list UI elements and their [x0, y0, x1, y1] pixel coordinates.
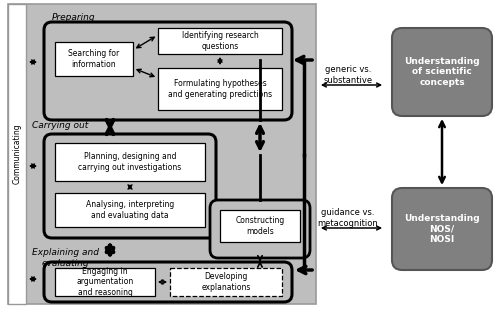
Text: Analysing, interpreting
and evaluating data: Analysing, interpreting and evaluating d…: [86, 200, 174, 220]
Bar: [55, 193, 205, 227]
Bar: [158, 68, 282, 110]
Text: Communicating: Communicating: [12, 124, 22, 184]
Bar: [8, 4, 26, 304]
FancyBboxPatch shape: [392, 28, 492, 116]
FancyBboxPatch shape: [44, 262, 292, 302]
Bar: [8, 4, 316, 304]
Bar: [55, 268, 155, 296]
Bar: [158, 28, 282, 54]
Text: Planning, designing and
carrying out investigations: Planning, designing and carrying out inv…: [78, 152, 182, 172]
Text: Preparing: Preparing: [52, 12, 96, 22]
FancyBboxPatch shape: [210, 200, 310, 258]
Text: Explaining and
evaluating: Explaining and evaluating: [32, 248, 99, 268]
Bar: [220, 210, 300, 242]
Text: Carrying out: Carrying out: [32, 121, 88, 129]
Bar: [170, 268, 282, 296]
Text: Understanding
of scientific
concepts: Understanding of scientific concepts: [404, 57, 480, 87]
Text: Formulating hypotheses
and generating predictions: Formulating hypotheses and generating pr…: [168, 79, 272, 99]
FancyBboxPatch shape: [44, 134, 216, 238]
Text: guidance vs.
metacognition: guidance vs. metacognition: [318, 208, 378, 228]
Text: Understanding
NOS/
NOSI: Understanding NOS/ NOSI: [404, 214, 480, 244]
Text: generic vs.
substantive: generic vs. substantive: [324, 65, 372, 85]
Text: Developing
explanations: Developing explanations: [202, 272, 250, 292]
Bar: [55, 42, 133, 76]
Text: Searching for
information: Searching for information: [68, 49, 120, 69]
Bar: [55, 143, 205, 181]
Text: Engaging in
argumentation
and reasoning: Engaging in argumentation and reasoning: [76, 267, 134, 297]
Text: Identifying research
questions: Identifying research questions: [182, 31, 258, 51]
Text: Constructing
models: Constructing models: [236, 216, 284, 236]
FancyBboxPatch shape: [44, 22, 292, 120]
FancyBboxPatch shape: [392, 188, 492, 270]
